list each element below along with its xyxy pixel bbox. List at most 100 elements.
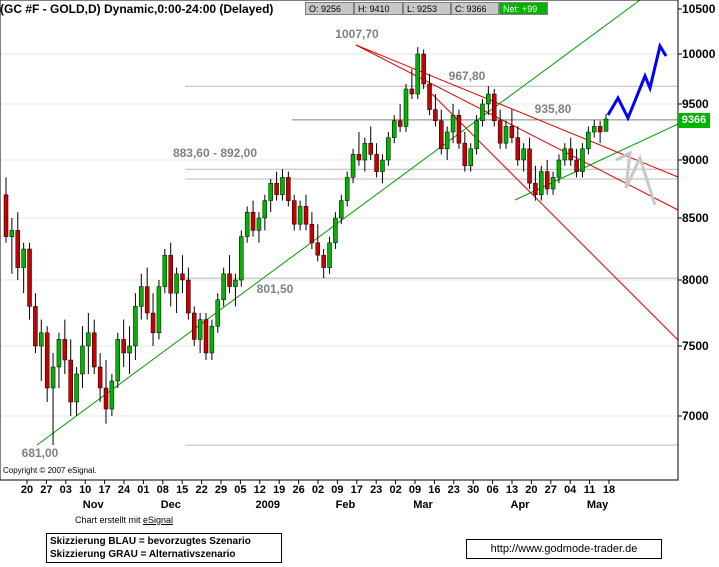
candle-body: [262, 200, 268, 219]
x-tick-label: 02: [312, 484, 324, 496]
price-annotation: 801,50: [257, 282, 294, 296]
candle-body: [444, 131, 450, 150]
candle-body: [539, 171, 544, 196]
candle-body: [580, 148, 585, 172]
candle-body: [250, 211, 256, 231]
candle-body: [274, 182, 279, 196]
price-annotations: 1007,70 967,80 935,80 883,60 - 892,00 801,50…: [22, 27, 572, 460]
month-label: Apr: [511, 499, 531, 511]
candle-body: [333, 217, 338, 244]
candle-body: [344, 177, 350, 201]
candle-body: [62, 339, 68, 361]
x-tick-label: 10: [79, 484, 91, 496]
candle-body: [227, 273, 232, 287]
y-tick-label: 9000: [682, 153, 709, 167]
x-tick-label: 08: [157, 484, 169, 496]
candle-body: [339, 200, 344, 219]
x-tick-label: 06: [486, 484, 498, 496]
x-tick-label: 24: [118, 484, 131, 496]
y-tick-label: 9500: [682, 97, 709, 111]
candle-body: [203, 319, 209, 354]
month-label: Feb: [336, 499, 356, 511]
candle-body: [503, 126, 509, 144]
candle-body: [550, 177, 556, 190]
candle-body: [150, 312, 156, 334]
candle-body: [286, 177, 291, 201]
candle-body: [356, 154, 362, 161]
close-value: C: 9366: [451, 2, 499, 15]
month-label: 2009: [256, 499, 280, 511]
copyright-text: Copyright © 2007 eSignal.: [3, 466, 97, 475]
candle-body: [191, 312, 197, 340]
candle-body: [491, 93, 497, 122]
candle-body: [509, 126, 515, 138]
resistance-line-3: [431, 93, 679, 341]
candle-body: [244, 211, 250, 237]
candle-body: [415, 53, 421, 95]
candle-body: [433, 109, 438, 122]
x-tick-label: 04: [564, 484, 577, 496]
source-url[interactable]: http://www.godmode-trader.de: [466, 539, 662, 559]
candle-body: [121, 339, 126, 354]
x-tick-label: 11: [584, 484, 596, 496]
candle-body: [186, 279, 191, 314]
price-annotation: 967,80: [449, 69, 486, 83]
candle-body: [421, 53, 426, 85]
chart-credit: Chart erstellt mit eSignal: [75, 515, 173, 525]
candle-body: [156, 286, 162, 334]
candle-body: [403, 88, 409, 127]
y-tick-label: 7500: [682, 339, 709, 353]
high-value: H: 9410: [354, 2, 403, 15]
candle-body: [33, 306, 38, 347]
candle-body: [527, 148, 532, 184]
candle-body: [303, 206, 309, 225]
last-price-tag: 9366: [678, 113, 710, 128]
x-tick-label: 29: [215, 484, 227, 496]
x-tick-label: 17: [351, 484, 363, 496]
candle-body: [280, 177, 285, 196]
candle-body: [233, 279, 238, 287]
x-tick-label: 23: [370, 484, 382, 496]
candle-body: [486, 93, 491, 105]
candle-body: [474, 120, 479, 150]
x-tick-label: 19: [273, 484, 285, 496]
candle-body: [386, 137, 391, 161]
candle-body: [91, 332, 97, 368]
candle-body: [109, 380, 115, 410]
candle-body: [144, 286, 150, 314]
preferred-scenario-path: [606, 42, 668, 122]
y-tick-label: 10500: [682, 2, 716, 16]
month-label: Dec: [161, 499, 181, 511]
candle-body: [574, 159, 579, 172]
candle-body: [456, 114, 462, 144]
price-annotation: 1007,70: [335, 27, 379, 41]
candle-body: [127, 345, 132, 354]
y-axis: 10500 10000 9500 9000 8500 8000 7500 7000: [678, 2, 716, 423]
candle-body: [21, 248, 26, 268]
esignal-link[interactable]: eSignal: [143, 515, 174, 525]
y-tick-label: 8000: [682, 273, 709, 287]
candle-body: [15, 230, 21, 268]
candle-body: [44, 332, 50, 389]
candle-body: [39, 332, 44, 347]
x-tick-label: 27: [545, 484, 557, 496]
candle-body: [56, 339, 62, 368]
candle-body: [197, 319, 203, 340]
x-tick-label: 12: [254, 484, 266, 496]
y-tick-label: 8500: [682, 211, 709, 225]
scenario-legend: Skizzierung BLAU = bevorzugtes Szenario …: [46, 533, 282, 563]
candle-body: [297, 206, 303, 225]
candles: [3, 47, 609, 446]
candle-body: [9, 230, 15, 237]
candle-body: [215, 299, 221, 327]
candle-body: [291, 200, 297, 225]
candle-body: [586, 131, 591, 150]
x-tick-label: 13: [506, 484, 518, 496]
price-grid: [0, 53, 678, 446]
legend-blue: Skizzierung BLAU = bevorzugtes Szenario: [50, 536, 251, 547]
candle-body: [68, 359, 73, 403]
candle-body: [115, 339, 121, 382]
candle-body: [409, 88, 415, 95]
candle-body: [603, 118, 609, 132]
